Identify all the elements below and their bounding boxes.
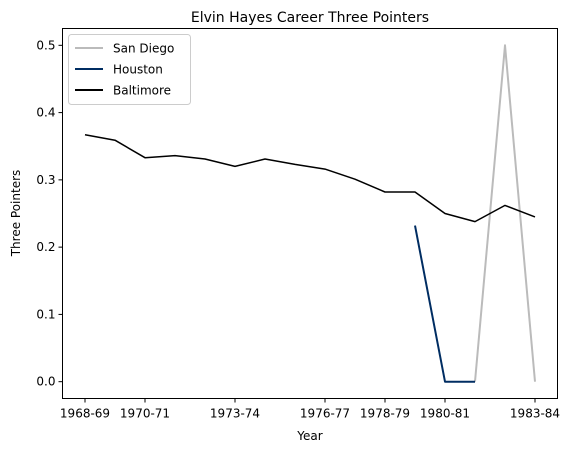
x-tick-label: 1976-77 [300, 407, 350, 421]
y-tick-label: 0.1 [36, 307, 55, 321]
x-tick-label: 1978-79 [360, 407, 410, 421]
x-axis-label: Year [296, 429, 322, 443]
x-tick-label: 1980-81 [420, 407, 470, 421]
legend-label-baltimore: Baltimore [113, 84, 171, 98]
legend: San Diego Houston Baltimore [68, 34, 191, 105]
plot-area [84, 44, 536, 383]
x-tick-label: 1968-69 [60, 407, 110, 421]
y-tick-label: 0.0 [36, 375, 55, 389]
y-axis-label: Three Pointers [9, 170, 23, 258]
legend-label-houston: Houston [113, 63, 163, 77]
y-axis: 0.0 0.1 0.2 0.3 0.4 0.5 [36, 38, 63, 389]
x-tick-label: 1983-84 [510, 407, 560, 421]
x-tick-label: 1973-74 [210, 407, 260, 421]
legend-box [68, 34, 191, 105]
x-axis: 1968-69 1970-71 1973-74 1976-77 1978-79 1980-… [60, 398, 560, 421]
chart-title: Elvin Hayes Career Three Pointers [191, 10, 429, 26]
legend-label-san-diego: San Diego [113, 42, 174, 56]
x-tick-label: 1970-71 [120, 407, 170, 421]
series-line-houston [414, 225, 475, 383]
y-tick-label: 0.4 [36, 106, 55, 120]
y-tick-label: 0.2 [36, 240, 55, 254]
y-tick-label: 0.5 [36, 38, 55, 52]
series-line-baltimore [84, 134, 536, 223]
plot-frame [62, 28, 558, 399]
y-tick-label: 0.3 [36, 173, 55, 187]
series-line-san-diego [474, 44, 536, 382]
